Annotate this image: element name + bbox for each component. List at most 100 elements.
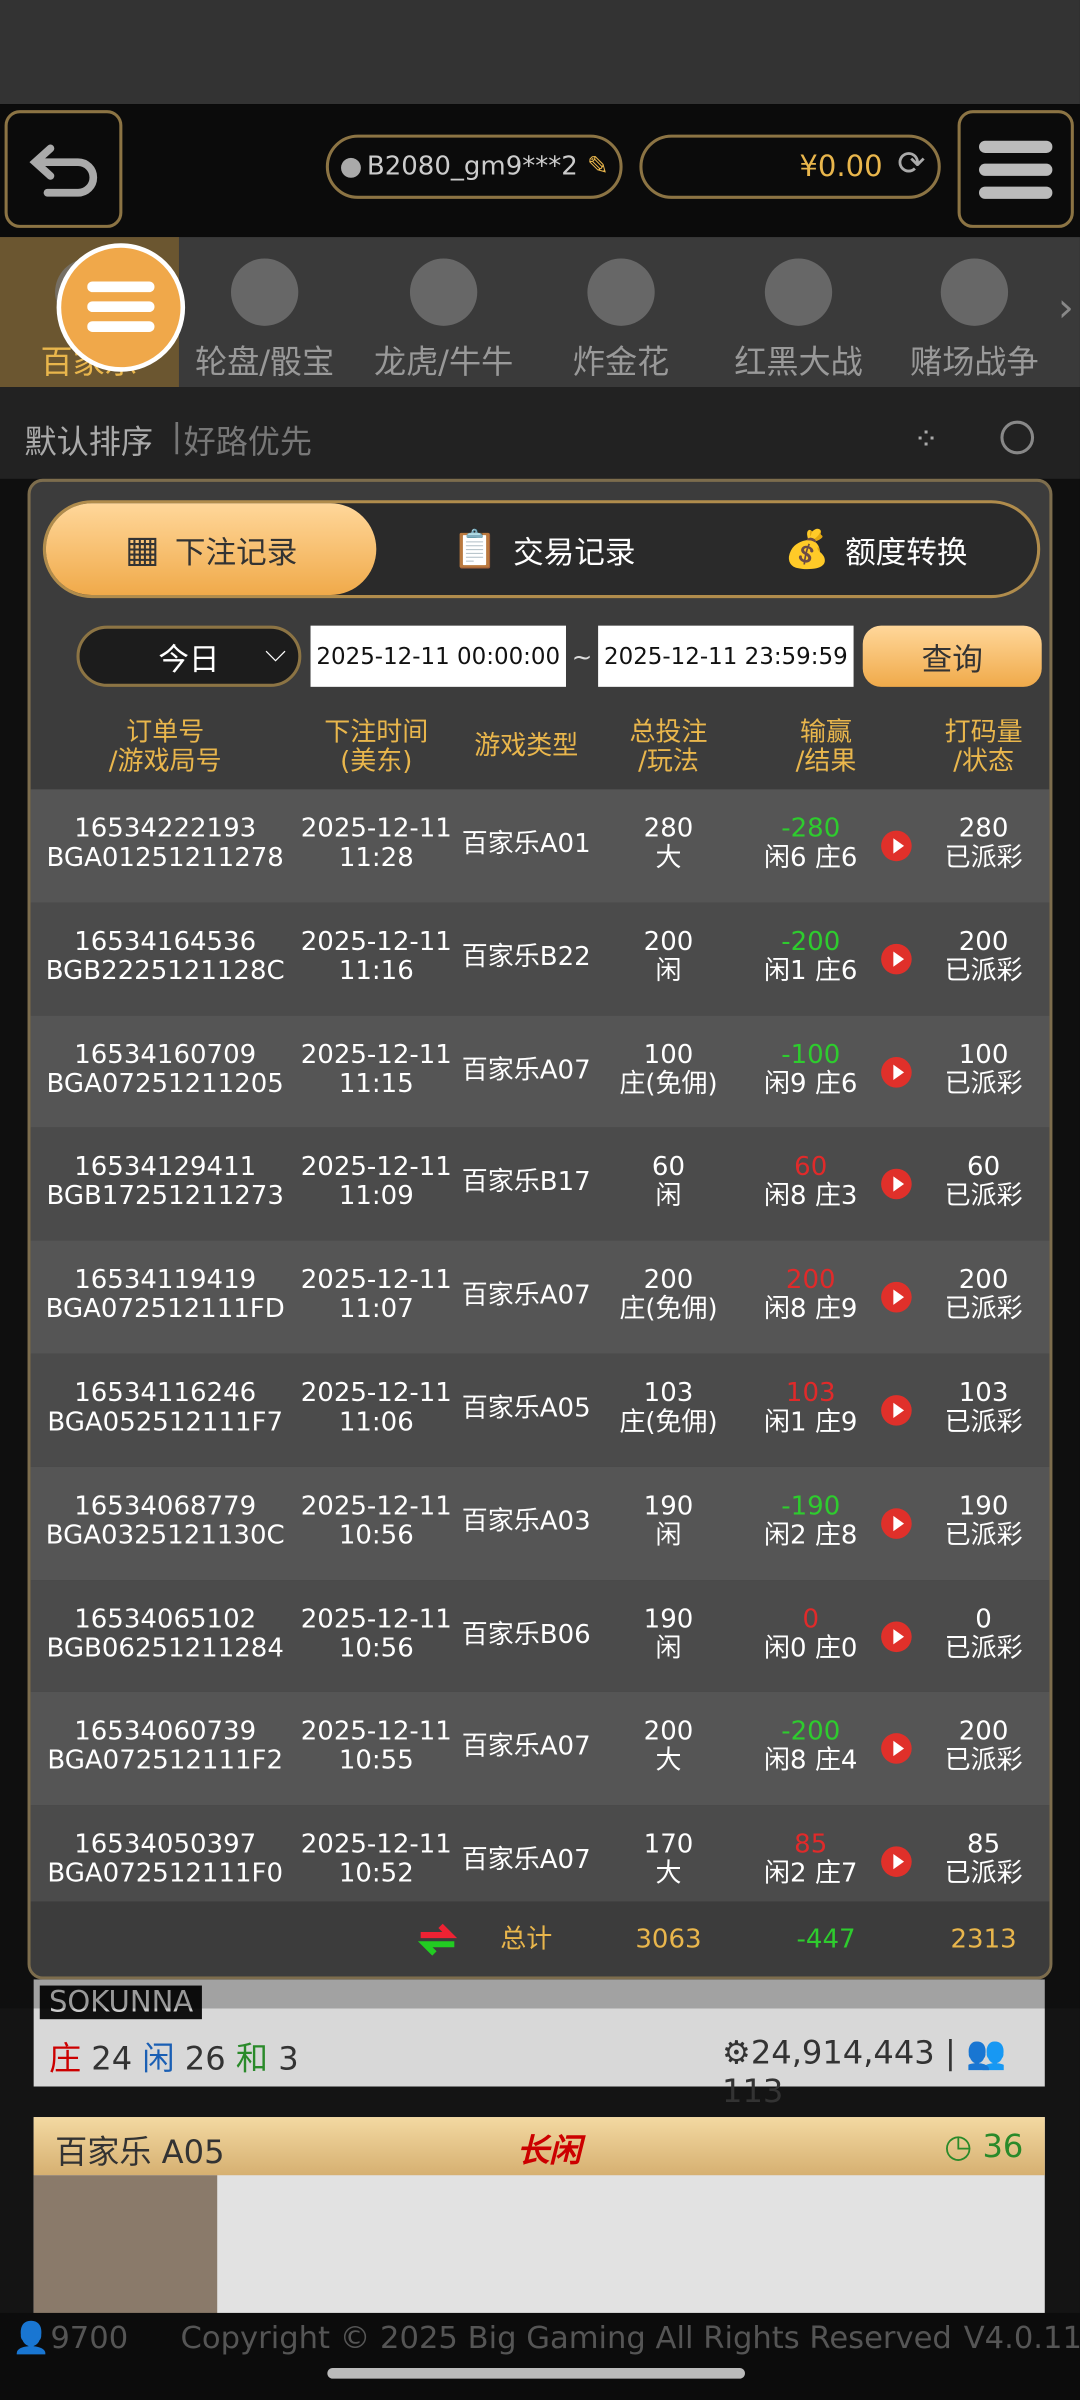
balance-pill[interactable]: ¥0.00 ⟳ xyxy=(639,134,941,199)
table-row[interactable]: 16534119419 BGA072512111FD 2025-12-11 11:07… xyxy=(30,1240,1050,1354)
category-icon[interactable] xyxy=(764,258,833,326)
back-icon xyxy=(28,143,97,196)
win-loss: -190 xyxy=(781,1491,841,1522)
menu-button[interactable] xyxy=(957,110,1074,228)
user-pill[interactable]: ● B2080_gm9***2 ✎ xyxy=(325,134,623,199)
table-row[interactable]: 16534129411 BGB17251211273 2025-12-11 11:09… xyxy=(30,1127,1050,1241)
win-loss: 60 xyxy=(794,1152,828,1184)
header-cell: 总投注/玩法 xyxy=(600,707,738,788)
replay-button[interactable] xyxy=(881,1282,912,1313)
order-id: 16534164536 xyxy=(74,926,257,958)
category-label[interactable]: 龙虎/牛牛 xyxy=(373,344,514,381)
bet-play: 闲 xyxy=(655,1181,682,1213)
table-row[interactable]: 16534164536 BGB2225121128C 2025-12-11 11:16… xyxy=(30,902,1050,1016)
game-type: 百家乐A01 xyxy=(461,829,591,860)
result: 闲8 庄4 xyxy=(764,1745,858,1777)
refresh-icon: ⟳ xyxy=(897,145,926,184)
user-icon: ● xyxy=(339,151,363,183)
period-select[interactable]: 今日 ⌵ xyxy=(76,625,302,687)
modal-tab[interactable]: ▦ 下注记录 xyxy=(45,503,377,596)
replay-button[interactable] xyxy=(881,1507,912,1539)
sort-option[interactable]: 好路优先 xyxy=(183,423,313,461)
category-icon[interactable] xyxy=(230,258,299,326)
rolling: 103 xyxy=(958,1378,1009,1409)
game-type: 百家乐A05 xyxy=(461,1393,591,1425)
order-id: 16534060739 xyxy=(74,1716,257,1748)
modal-tab[interactable]: 📋 交易记录 xyxy=(378,503,710,595)
end-date[interactable]: 2025-12-11 23:59:59 xyxy=(598,625,854,687)
play-icon xyxy=(893,1854,905,1870)
bet-amount: 200 xyxy=(643,1716,694,1748)
round-id: BGA07251211205 xyxy=(46,1068,284,1100)
win-loss: 200 xyxy=(785,1265,836,1296)
start-date[interactable]: 2025-12-11 00:00:00 xyxy=(310,625,566,687)
round-id: BGA072512111FD xyxy=(45,1294,285,1326)
bet-amount: 190 xyxy=(643,1491,694,1522)
sort-divider: | xyxy=(171,417,183,455)
bet-play: 大 xyxy=(655,1745,682,1777)
table-row[interactable]: 16534050397 BGA072512111F0 2025-12-11 10:52… xyxy=(30,1805,1050,1919)
replay-button[interactable] xyxy=(881,1056,912,1087)
countdown-value: 36 xyxy=(982,2127,1024,2165)
category-label[interactable]: 炸金花 xyxy=(572,344,670,381)
copyright: Copyright © 2025 Big Gaming All Rights R… xyxy=(180,2319,952,2356)
play-icon xyxy=(893,1289,905,1306)
win-loss: -280 xyxy=(781,813,841,845)
pool: ⚙24,914,443 | 👥113 xyxy=(722,2034,1007,2110)
header-cell: 下注时间 (美东) xyxy=(300,707,453,788)
lobby-card: SOKUNNA 庄 24 闲 26 和 3 ⚙24,914,443 | 👥113 xyxy=(33,1979,1045,2109)
replay-button[interactable] xyxy=(881,1620,912,1652)
tab-icon: 💰 xyxy=(784,527,830,571)
view-icon[interactable]: ⁘ xyxy=(913,420,939,458)
query-button[interactable]: 查询 xyxy=(862,625,1042,687)
table-row[interactable]: 16534222193 BGA01251211278 2025-12-11 11:28… xyxy=(30,789,1050,903)
rolling: 60 xyxy=(967,1152,1001,1184)
category-label[interactable]: 红黑大战 xyxy=(734,344,863,381)
replay-button[interactable] xyxy=(881,830,912,862)
replay-button[interactable] xyxy=(881,1395,912,1426)
category-icon[interactable] xyxy=(587,258,655,326)
bet-play: 庄(免佣) xyxy=(619,1407,718,1438)
rolling: 0 xyxy=(975,1604,992,1635)
replay-button[interactable] xyxy=(881,1846,912,1878)
table-row[interactable]: 16534060739 BGA072512111F2 2025-12-11 10:55… xyxy=(30,1692,1050,1806)
table-row[interactable]: 16534068779 BGA0325121130C 2025-12-11 10:56… xyxy=(30,1466,1050,1580)
modal-tab[interactable]: 💰 额度转换 xyxy=(710,503,1042,595)
table-row[interactable]: 16534160709 BGA07251211205 2025-12-11 11:15… xyxy=(30,1015,1050,1128)
bet-date: 2025-12-11 xyxy=(300,926,452,958)
bet-time: 11:28 xyxy=(338,842,414,874)
category-label[interactable]: 轮盘/骰宝 xyxy=(194,344,335,381)
view-icon-2[interactable] xyxy=(1000,420,1035,455)
category-icon[interactable] xyxy=(940,258,1009,326)
bet-play: 庄(免佣) xyxy=(619,1068,718,1100)
bet-time: 11:07 xyxy=(338,1294,414,1326)
result: 闲9 庄6 xyxy=(764,1068,858,1100)
replay-button[interactable] xyxy=(881,943,912,975)
table-row[interactable]: 16534065102 BGB06251211284 2025-12-11 10:56… xyxy=(30,1579,1050,1693)
bet-time: 11:09 xyxy=(338,1181,414,1213)
bet-time: 10:56 xyxy=(338,1633,414,1664)
road-label: 长闲 xyxy=(517,2132,582,2170)
scroll-arrow[interactable]: › xyxy=(1057,286,1074,332)
back-button[interactable] xyxy=(4,110,123,228)
game-type: 百家乐B17 xyxy=(461,1167,591,1199)
order-id: 16534068779 xyxy=(74,1491,257,1522)
table-row[interactable]: 16534116246 BGA052512111F7 2025-12-11 11:06… xyxy=(30,1353,1050,1467)
play-icon xyxy=(893,1628,905,1644)
category-label[interactable]: 赌场战争 xyxy=(910,344,1039,381)
tab-icon: 📋 xyxy=(452,527,498,571)
replay-button[interactable] xyxy=(881,1733,912,1765)
sort-option[interactable]: 默认排序 xyxy=(24,423,153,461)
bet-amount: 103 xyxy=(643,1378,694,1409)
bet-date: 2025-12-11 xyxy=(300,1491,452,1522)
total-icon xyxy=(417,1923,458,1956)
replay-button[interactable] xyxy=(881,1169,912,1200)
result: 闲0 庄0 xyxy=(764,1633,858,1664)
bet-amount: 200 xyxy=(643,1265,694,1296)
player-number: 113 xyxy=(722,2072,784,2110)
category-icon[interactable] xyxy=(409,258,478,326)
dealer-photo xyxy=(33,2175,218,2316)
float-menu[interactable] xyxy=(56,243,186,372)
bet-amount: 280 xyxy=(643,813,694,845)
